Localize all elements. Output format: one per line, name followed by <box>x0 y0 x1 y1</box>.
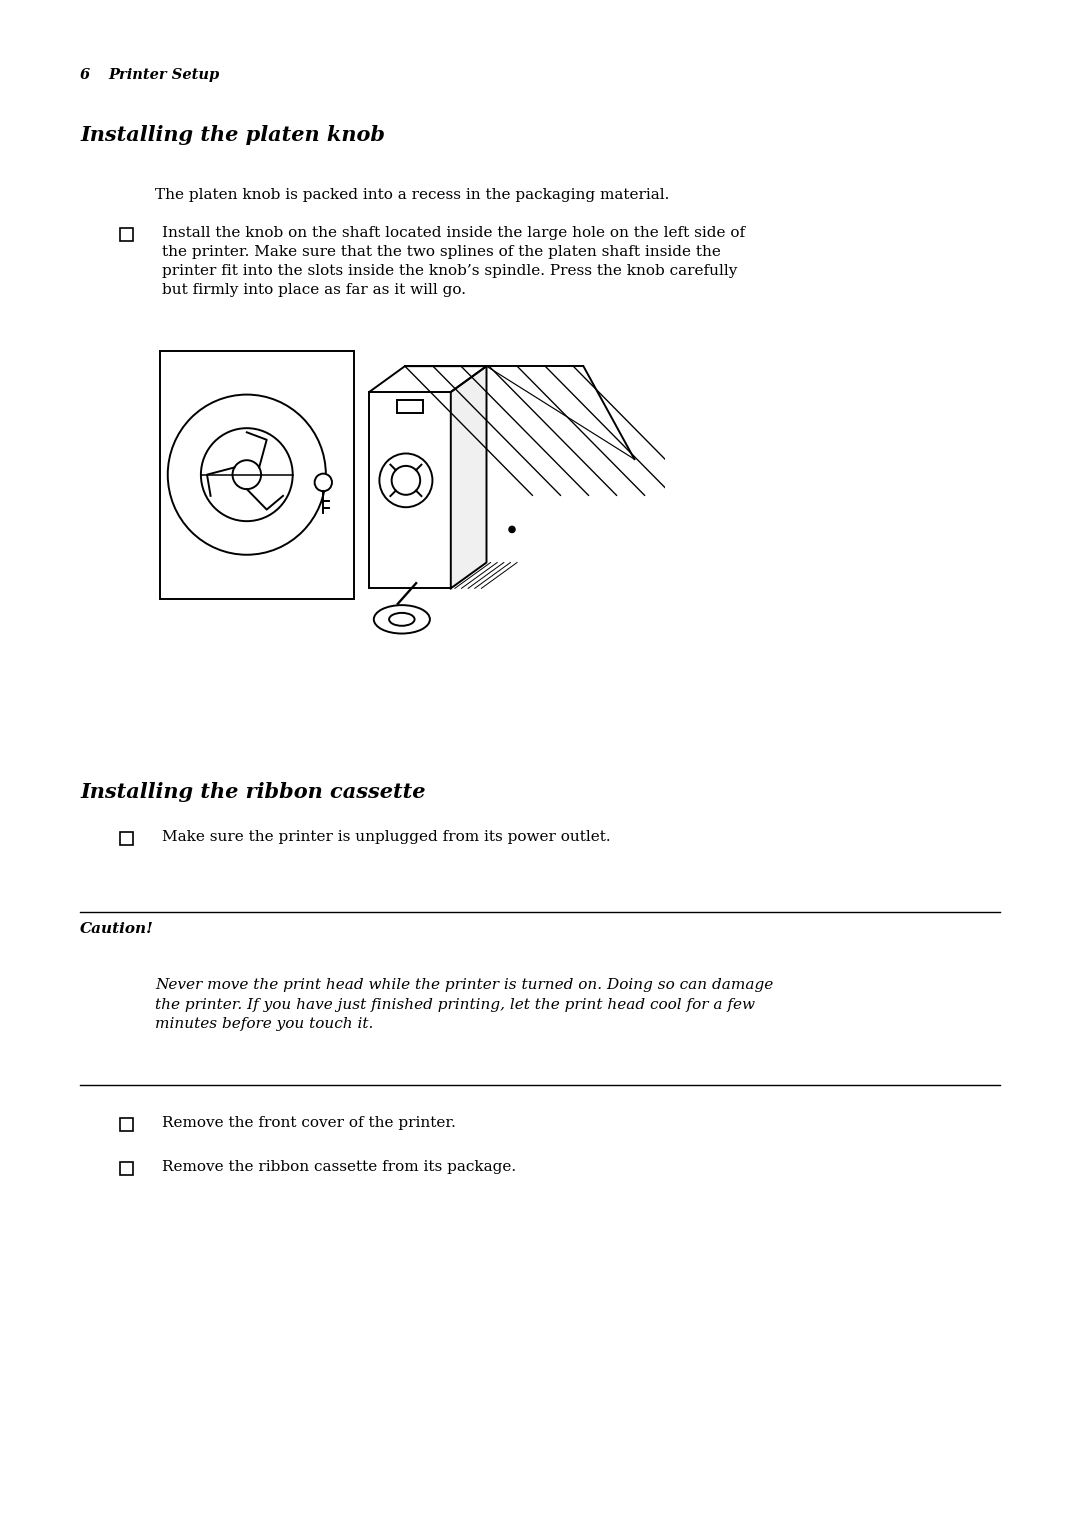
Circle shape <box>379 454 432 508</box>
Bar <box>160 350 354 599</box>
Ellipse shape <box>389 613 415 625</box>
Bar <box>397 399 422 413</box>
Text: Install the knob on the shaft located inside the large hole on the left side of
: Install the knob on the shaft located in… <box>162 226 745 297</box>
Circle shape <box>167 394 326 555</box>
Bar <box>120 1162 133 1174</box>
Text: The platen knob is packed into a recess in the packaging material.: The platen knob is packed into a recess … <box>156 188 670 202</box>
Ellipse shape <box>374 605 430 633</box>
Circle shape <box>314 474 332 491</box>
Text: 6: 6 <box>80 67 90 83</box>
Text: Caution!: Caution! <box>80 922 153 936</box>
Bar <box>120 832 133 846</box>
Text: Remove the front cover of the printer.: Remove the front cover of the printer. <box>162 1116 456 1130</box>
Circle shape <box>232 460 261 489</box>
Bar <box>369 391 450 589</box>
Text: Never move the print head while the printer is turned on. Doing so can damage
th: Never move the print head while the prin… <box>156 979 773 1031</box>
Text: Remove the ribbon cassette from its package.: Remove the ribbon cassette from its pack… <box>162 1161 516 1174</box>
Bar <box>120 228 133 242</box>
Circle shape <box>509 526 515 532</box>
Text: Printer Setup: Printer Setup <box>108 67 219 83</box>
Circle shape <box>201 428 293 521</box>
Text: Installing the ribbon cassette: Installing the ribbon cassette <box>80 781 426 803</box>
Text: Installing the platen knob: Installing the platen knob <box>80 125 384 145</box>
Polygon shape <box>450 365 486 589</box>
Text: Make sure the printer is unplugged from its power outlet.: Make sure the printer is unplugged from … <box>162 830 610 844</box>
Polygon shape <box>369 365 486 391</box>
Circle shape <box>392 466 420 495</box>
Bar <box>120 1118 133 1131</box>
